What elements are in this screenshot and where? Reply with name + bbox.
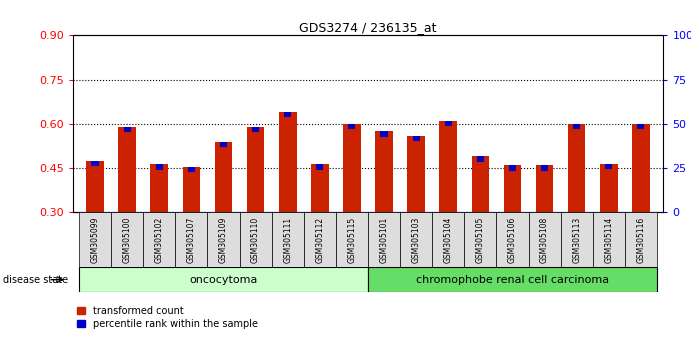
Text: GSM305113: GSM305113 <box>572 217 581 263</box>
Bar <box>504 165 521 212</box>
Title: GDS3274 / 236135_at: GDS3274 / 236135_at <box>299 21 437 34</box>
Text: GSM305102: GSM305102 <box>155 217 164 263</box>
Text: GSM305108: GSM305108 <box>540 217 549 263</box>
Bar <box>336 212 368 267</box>
Text: GSM305106: GSM305106 <box>508 217 517 263</box>
Bar <box>284 112 291 118</box>
Bar <box>79 212 111 267</box>
Text: GSM305114: GSM305114 <box>604 217 614 263</box>
Bar <box>343 124 361 212</box>
Text: GSM305099: GSM305099 <box>91 217 100 263</box>
Bar <box>605 164 612 169</box>
Text: GSM305116: GSM305116 <box>636 217 645 263</box>
Bar <box>86 161 104 212</box>
Bar <box>240 212 272 267</box>
Bar <box>188 167 195 172</box>
Text: GSM305100: GSM305100 <box>122 217 132 263</box>
Bar <box>413 136 419 141</box>
Text: GSM305111: GSM305111 <box>283 217 292 263</box>
Bar <box>407 136 425 212</box>
Bar <box>637 124 645 129</box>
Text: GSM305115: GSM305115 <box>348 217 357 263</box>
Bar <box>279 112 296 212</box>
Bar <box>124 127 131 132</box>
Bar <box>151 164 168 212</box>
Bar <box>400 212 432 267</box>
Bar <box>568 124 585 212</box>
Text: oncocytoma: oncocytoma <box>189 275 258 285</box>
Bar <box>220 142 227 147</box>
Bar <box>477 156 484 162</box>
Bar <box>509 165 516 171</box>
Bar <box>375 131 393 212</box>
Bar <box>91 161 99 166</box>
Bar <box>247 127 265 212</box>
Bar <box>529 212 560 267</box>
Bar <box>79 267 368 292</box>
Bar <box>432 212 464 267</box>
Text: GSM305103: GSM305103 <box>412 217 421 263</box>
Bar <box>368 267 657 292</box>
Bar <box>176 212 207 267</box>
Bar <box>215 142 232 212</box>
Bar <box>541 165 548 171</box>
Legend: transformed count, percentile rank within the sample: transformed count, percentile rank withi… <box>77 306 258 329</box>
Text: GSM305107: GSM305107 <box>187 217 196 263</box>
Bar <box>368 212 400 267</box>
Bar <box>439 121 457 212</box>
Bar <box>593 212 625 267</box>
Text: disease state: disease state <box>3 275 68 285</box>
Bar <box>311 164 329 212</box>
Bar <box>272 212 304 267</box>
Bar <box>464 212 496 267</box>
Bar <box>471 156 489 212</box>
Bar <box>252 127 259 132</box>
Bar <box>625 212 657 267</box>
Text: GSM305109: GSM305109 <box>219 217 228 263</box>
Bar <box>207 212 240 267</box>
Text: GSM305101: GSM305101 <box>379 217 388 263</box>
Bar <box>560 212 593 267</box>
Bar <box>316 164 323 170</box>
Text: GSM305105: GSM305105 <box>476 217 485 263</box>
Text: GSM305110: GSM305110 <box>251 217 260 263</box>
Text: chromophobe renal cell carcinoma: chromophobe renal cell carcinoma <box>416 275 609 285</box>
Bar <box>155 164 163 170</box>
Bar <box>304 212 336 267</box>
Bar <box>496 212 529 267</box>
Bar <box>536 165 553 212</box>
Bar <box>445 121 452 126</box>
Bar <box>118 127 136 212</box>
Bar <box>632 124 650 212</box>
Bar <box>143 212 176 267</box>
Bar <box>600 164 618 212</box>
Bar <box>182 167 200 212</box>
Text: GSM305112: GSM305112 <box>315 217 324 263</box>
Bar <box>381 131 388 137</box>
Bar <box>348 124 355 129</box>
Text: GSM305104: GSM305104 <box>444 217 453 263</box>
Bar <box>573 124 580 129</box>
Bar <box>111 212 143 267</box>
